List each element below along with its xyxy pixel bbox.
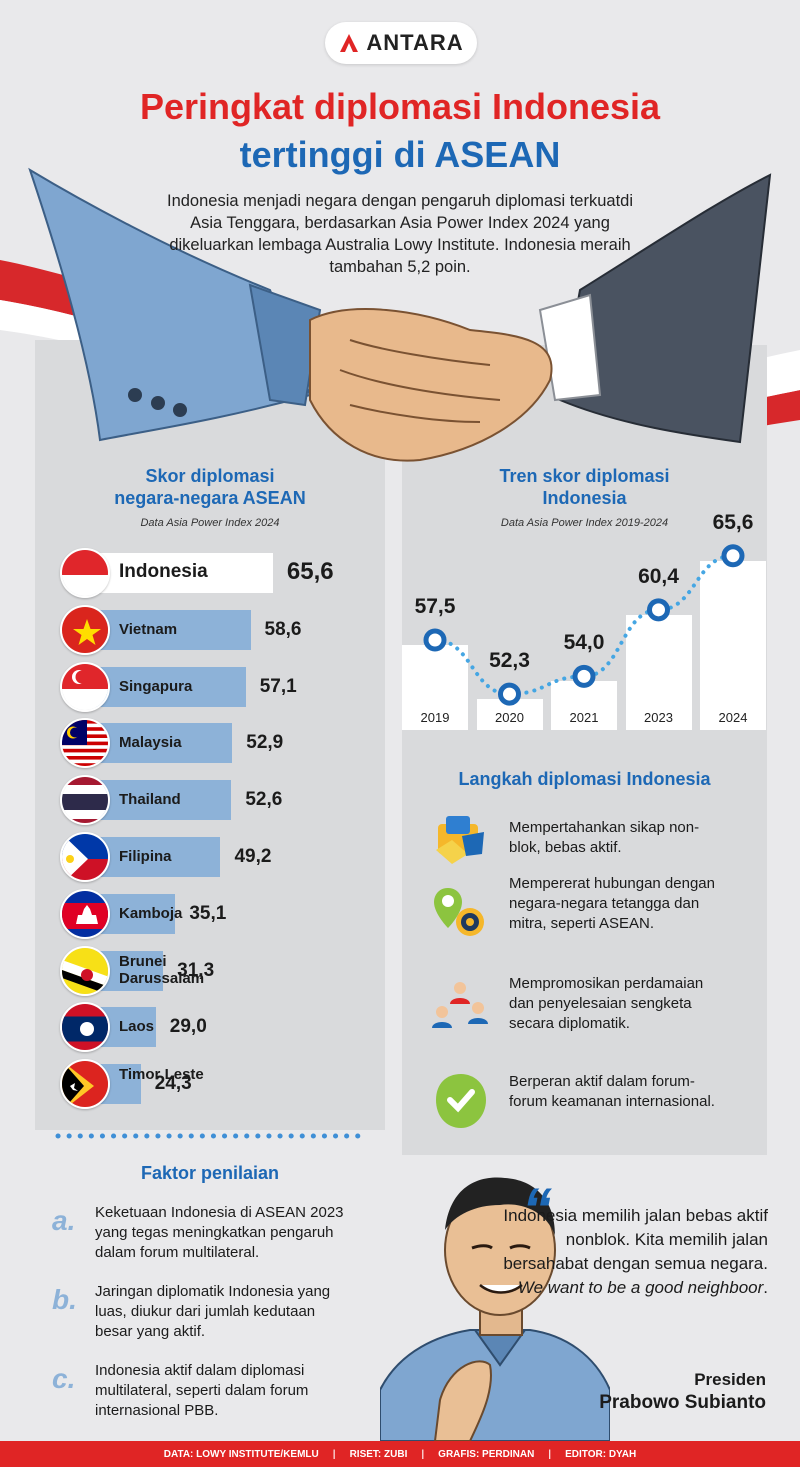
factor-letter: c. bbox=[52, 1363, 76, 1394]
ranking-country-name: Indonesia bbox=[119, 561, 208, 582]
ranking-value: 52,6 bbox=[245, 789, 283, 811]
malaysia-flag-icon bbox=[60, 718, 110, 769]
credit-riset: RISET: ZUBI bbox=[349, 1448, 408, 1460]
step-text: Mempertahankan sikap non-blok, bebas akt… bbox=[509, 819, 700, 856]
quote-italic-text: We want to be a good neighboor bbox=[517, 1278, 764, 1297]
vietnam-flag-icon bbox=[60, 604, 110, 655]
ranking-value: 31,3 bbox=[177, 959, 215, 981]
step-text: Berperan aktif dalam forum-forum keamana… bbox=[509, 1073, 715, 1110]
brunei-flag-icon bbox=[60, 945, 110, 996]
ranking-country-name: Filipina bbox=[119, 848, 172, 865]
quote-body: Indonesia memilih jalan bebas aktif nonb… bbox=[503, 1206, 768, 1273]
quote-italic: We want to be a good neighboor. bbox=[498, 1276, 768, 1300]
page-title-line2: tertinggi di ASEAN bbox=[239, 134, 561, 175]
quote-mark: “ bbox=[522, 1176, 552, 1243]
ranking-value: 24,3 bbox=[154, 1073, 192, 1095]
antara-wordmark: ANTARA bbox=[366, 30, 464, 55]
trend-year-label: 2020 bbox=[495, 710, 524, 725]
ranking-country-name: Singapura bbox=[119, 677, 193, 695]
people-network-icon bbox=[432, 978, 490, 1036]
ranking-bar bbox=[88, 723, 233, 764]
trend-value-label: 54,0 bbox=[563, 631, 605, 655]
factor-text: Jaringan diplomatik Indonesia yang luas,… bbox=[95, 1283, 331, 1340]
ranking-value: 35,1 bbox=[189, 902, 227, 924]
step-text: Mempererat hubungan dengan negara-negara… bbox=[509, 875, 715, 932]
location-gear-icon bbox=[432, 884, 490, 942]
dotted-divider bbox=[55, 1133, 363, 1139]
trend-title-line2: Indonesia bbox=[542, 488, 627, 508]
quote-text: Indonesia memilih jalan bebas aktif nonb… bbox=[498, 1204, 768, 1300]
ranking-title-line1: Skor diplomasi bbox=[145, 466, 275, 486]
trend-column bbox=[700, 560, 766, 730]
ranking-bar bbox=[88, 553, 273, 593]
antara-mark-icon bbox=[340, 34, 359, 52]
timor-leste-flag-icon bbox=[60, 1059, 110, 1110]
indonesia-flag-icon bbox=[60, 548, 110, 598]
ranking-bar bbox=[88, 780, 232, 821]
factor-letter: b. bbox=[52, 1284, 77, 1315]
singapore-flag-icon bbox=[60, 661, 110, 712]
trend-year-label: 2024 bbox=[718, 710, 748, 725]
factor-text: Indonesia aktif dalam diplomasi multilat… bbox=[95, 1362, 309, 1419]
trend-year-label: 2021 bbox=[569, 710, 599, 725]
ranking-country-name: Thailand bbox=[119, 791, 181, 809]
laos-flag-icon bbox=[60, 1002, 110, 1053]
ranking-country-name: Timor Leste bbox=[119, 1066, 204, 1084]
intro-text: Indonesia menjadi negara dengan pengaruh… bbox=[167, 192, 633, 276]
ranking-value: 49,2 bbox=[234, 846, 272, 867]
ranking-country-name: Brunei Darussalam bbox=[119, 952, 205, 987]
trend-steps-panel bbox=[402, 345, 767, 1155]
credits-footer: DATA: LOWY INSTITUTE/KEMLU | RISET: ZUBI… bbox=[0, 1441, 800, 1467]
ranking-bar bbox=[88, 837, 221, 877]
trend-value-label: 52,3 bbox=[489, 649, 530, 673]
factor-text: Keketuaan Indonesia di ASEAN 2023 yang t… bbox=[95, 1204, 344, 1261]
trend-title: Tren skor diplomasi Indonesia bbox=[402, 465, 767, 509]
ranking-bar bbox=[88, 666, 246, 707]
philippines-flag-icon bbox=[60, 832, 110, 882]
trend-value-label: 65,6 bbox=[712, 510, 754, 534]
thailand-flag-icon bbox=[60, 775, 110, 826]
step-text: Mempromosikan perdamaian dan penyelesaia… bbox=[509, 975, 704, 1032]
ranking-value: 52,9 bbox=[246, 732, 284, 754]
ranking-title-line2: negara-negara ASEAN bbox=[114, 488, 306, 508]
factors-title: Faktor penilaian bbox=[140, 1163, 280, 1183]
ranking-country-name: Malaysia bbox=[119, 734, 182, 752]
speaker-name: Prabowo Subianto bbox=[599, 1392, 766, 1413]
trend-value-label: 60,4 bbox=[638, 564, 679, 588]
ranking-country-name: Vietnam bbox=[119, 620, 178, 638]
antara-logo: ANTARA bbox=[325, 22, 477, 64]
ranking-value: 58,6 bbox=[264, 618, 302, 640]
handshake-illustration bbox=[28, 167, 772, 462]
credit-editor: EDITOR: DYAH bbox=[565, 1448, 637, 1460]
page-title-line1: Peringkat diplomasi Indonesia bbox=[139, 86, 661, 127]
trend-value-label: 57,5 bbox=[414, 595, 456, 618]
credit-data: DATA: LOWY INSTITUTE/KEMLU bbox=[163, 1448, 319, 1460]
cambodia-flag-icon bbox=[60, 888, 110, 939]
ranking-bar bbox=[88, 609, 251, 650]
credit-separator: | bbox=[548, 1448, 552, 1460]
ranking-value: 29,0 bbox=[169, 1016, 207, 1038]
credit-separator: | bbox=[332, 1448, 336, 1460]
steps-title: Langkah diplomasi Indonesia bbox=[458, 769, 711, 789]
president-illustration bbox=[380, 1177, 610, 1441]
trend-year-label: 2019 bbox=[420, 710, 450, 725]
ranking-subtitle: Data Asia Power Index 2024 bbox=[140, 517, 280, 529]
trend-title-line1: Tren skor diplomasi bbox=[499, 466, 670, 486]
ranking-value: 57,1 bbox=[259, 675, 297, 697]
credit-separator: | bbox=[421, 1448, 425, 1460]
trend-year-label: 2023 bbox=[644, 710, 673, 725]
ranking-title: Skor diplomasi negara-negara ASEAN bbox=[35, 465, 385, 509]
hands-blocks-icon bbox=[432, 810, 490, 868]
trend-subtitle: Data Asia Power Index 2019-2024 bbox=[500, 517, 669, 529]
factor-letter: a. bbox=[52, 1205, 76, 1236]
ranking-country-name: Laos bbox=[119, 1018, 155, 1036]
credit-grafis: GRAFIS: PERDINAN bbox=[438, 1448, 535, 1460]
check-badge-icon bbox=[432, 1072, 490, 1130]
ranking-value: 65,6 bbox=[286, 558, 334, 585]
quote-end: . bbox=[763, 1278, 768, 1297]
ranking-country-name: Kamboja bbox=[119, 904, 183, 922]
speaker-title: Presiden bbox=[694, 1370, 766, 1389]
